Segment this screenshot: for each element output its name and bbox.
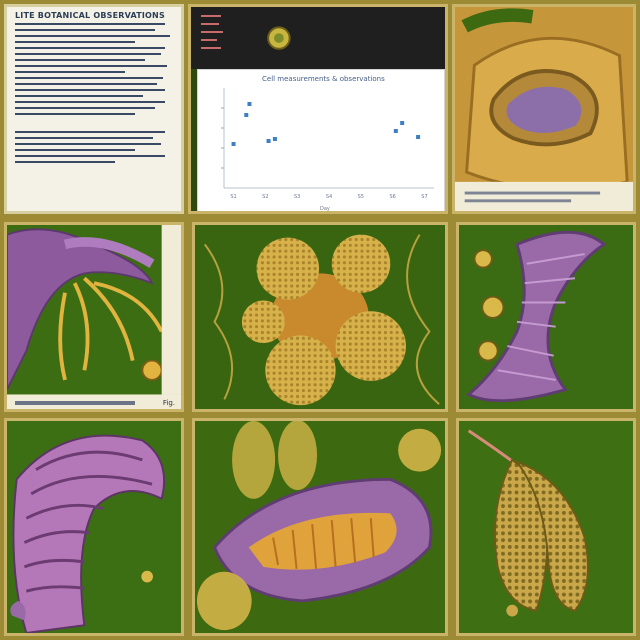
x-tick-label: S3 (294, 194, 300, 200)
x-tick-label: S6 (389, 194, 395, 200)
x-tick-label: S1 (230, 194, 236, 200)
figure-tag: Fig. (162, 399, 175, 407)
x-tick-label: S5 (358, 194, 364, 200)
scatter-point (272, 137, 277, 141)
document-panel: LITE BOTANICAL OBSERVATIONS (4, 4, 184, 214)
seed-pod-illustration (459, 421, 633, 633)
scatter-point (393, 129, 398, 133)
scatter-point (247, 102, 252, 106)
ridged-anther-illustration (195, 421, 445, 633)
pollen-cluster-panel (192, 222, 448, 412)
caption-text-line (15, 401, 135, 405)
scatter-point (244, 113, 249, 117)
curled-stigma-illustration (459, 225, 633, 409)
x-tick-label: S4 (326, 194, 332, 200)
curled-stigma-panel (456, 222, 636, 412)
scatter-point (266, 139, 271, 143)
pollen-grain-thumbnail (267, 26, 291, 50)
pollen-cluster-illustration (195, 225, 445, 409)
ovary-illustration (455, 7, 633, 211)
x-tick-label: S7 (421, 194, 427, 200)
ovary-cross-section-panel (452, 4, 636, 214)
petal-stamen-illustration (7, 225, 181, 409)
chart-x-axis-label: Day (320, 206, 330, 212)
scatter-point (416, 135, 421, 139)
ridged-anther-panel (192, 418, 448, 636)
document-heading: LITE BOTANICAL OBSERVATIONS (15, 11, 165, 20)
x-tick-label: S2 (262, 194, 268, 200)
chart-plot-area: S1 S2 S3 S4 S5 S6 S7 (221, 88, 434, 200)
scatter-chart: Cell measurements & observations S1 S2 S3 S… (197, 69, 445, 212)
seed-pod-panel (456, 418, 636, 636)
petal-stamen-panel: Fig. (4, 222, 184, 412)
document-text-lines (15, 23, 175, 211)
scatter-point (400, 121, 405, 125)
dark-header-strip (191, 7, 445, 69)
chart-panel: Cell measurements & observations S1 S2 S3 S… (188, 4, 448, 214)
scatter-point (231, 142, 236, 146)
chart-title: Cell measurements & observations (262, 75, 385, 83)
ribbed-tube-panel (4, 418, 184, 636)
ribbed-tube-illustration (7, 421, 181, 633)
